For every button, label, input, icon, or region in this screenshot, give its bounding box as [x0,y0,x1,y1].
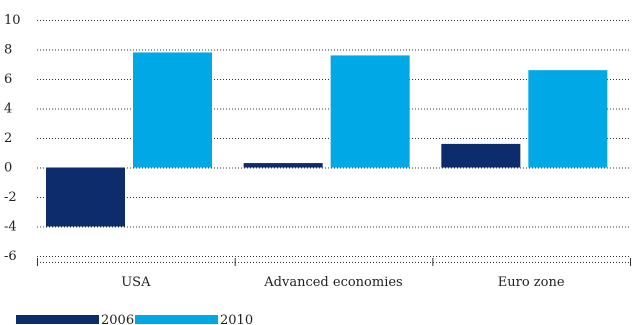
bars [46,52,608,227]
x-category-label: USA [121,275,151,290]
bar-2010-advanced-economies [330,55,410,168]
legend: 2006 2010 [16,313,253,325]
legend-swatch [16,315,99,324]
legend-item: 2010 [135,313,253,325]
x-category-label: Advanced economies [263,275,402,290]
y-axis: -6 -4 -2 0 2 4 6 8 10 [4,13,21,264]
bar-2010-usa [133,52,212,168]
bar-2006-usa [46,167,125,227]
y-tick-label: -4 [4,220,17,235]
legend-item: 2006 [16,313,134,325]
x-category-label: Euro zone [498,275,565,290]
y-tick-label: 6 [4,72,12,87]
y-tick-label: 10 [4,13,21,28]
legend-label: 2006 [101,313,134,325]
bar-2010-euro-zone [528,70,608,168]
y-tick-label: 2 [4,131,12,146]
legend-swatch [135,315,218,324]
x-axis: USA Advanced economies Euro zone [37,258,631,290]
bar-2006-advanced-economies [243,163,323,168]
y-tick-label: -2 [4,190,17,205]
bar-2006-euro-zone [441,143,521,168]
y-tick-label: 0 [4,161,12,176]
y-tick-label: -6 [4,249,17,264]
legend-label: 2010 [220,313,253,325]
y-tick-label: 8 [4,43,12,58]
y-tick-label: 4 [4,102,12,117]
